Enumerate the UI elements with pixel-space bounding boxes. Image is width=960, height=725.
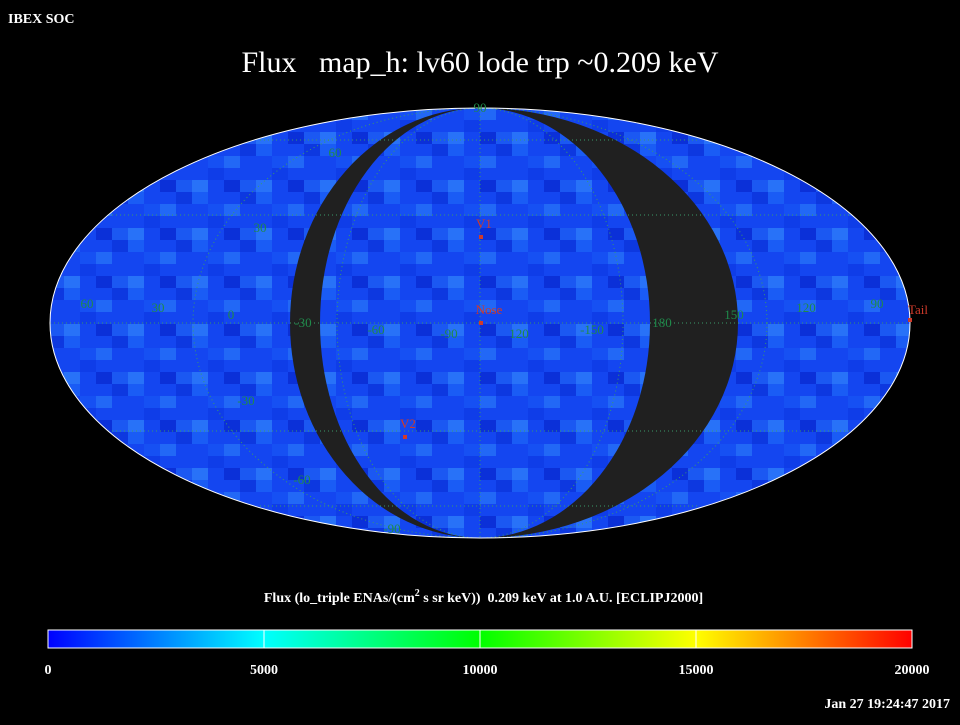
grid-label: 150 — [724, 307, 744, 322]
colorbar-tick-label: 5000 — [250, 663, 278, 678]
grid-label: 90 — [474, 100, 487, 115]
grid-label: -60 — [293, 472, 310, 487]
graticule — [50, 108, 910, 538]
grid-label: 30 — [152, 300, 165, 315]
grid-label: 0 — [228, 307, 235, 322]
no-data-band — [290, 108, 480, 538]
no-data-band — [480, 108, 738, 538]
marker-dot — [403, 435, 407, 439]
marker-label: Nose — [476, 302, 503, 317]
grid-label: 180 — [652, 315, 672, 330]
grid-label: -150 — [580, 322, 604, 337]
grid-label: 60 — [81, 296, 94, 311]
colorbar-ticks: 0 5000 10000 15000 20000 — [45, 630, 930, 678]
label-superscript: 2 — [415, 588, 420, 599]
marker-dot — [479, 321, 483, 325]
timestamp: Jan 27 19:24:47 2017 — [824, 697, 950, 712]
colorbar-tick-label: 10000 — [463, 663, 498, 678]
sky-map — [50, 108, 910, 538]
marker-label: V1 — [476, 216, 492, 231]
map-labels: 90 60 30 -30 -60 -90 60 30 0 -30 -60 -90 120 -150 180 1… — [81, 100, 929, 536]
grid-label: -30 — [294, 315, 311, 330]
grid-label: 120 — [509, 326, 529, 341]
marker-dot — [479, 235, 483, 239]
marker-label: Tail — [908, 302, 928, 317]
grid-label: 120 — [796, 300, 816, 315]
marker-dot — [908, 318, 912, 322]
label-text: Flux (lo_triple ENAs/(cm — [264, 591, 415, 606]
grid-label: 60 — [329, 145, 342, 160]
marker-label: V2 — [400, 416, 416, 431]
grid-label: 90 — [871, 296, 884, 311]
grid-label: 30 — [254, 220, 267, 235]
colorbar-tick-label: 15000 — [679, 663, 714, 678]
grid-label: -60 — [367, 322, 384, 337]
app-title: IBEX SOC — [8, 12, 75, 27]
map-outline — [49, 107, 911, 539]
label-text: s sr keV)) 0.209 keV at 1.0 A.U. [ECLIPJ… — [420, 591, 703, 606]
colorbar-label: Flux (lo_triple ENAs/(cm2 s sr keV)) 0.2… — [246, 588, 713, 606]
colorbar-tick-label: 0 — [45, 663, 52, 678]
grid-label: -90 — [440, 326, 457, 341]
grid-label: -90 — [383, 521, 400, 536]
grid-label: -30 — [237, 393, 254, 408]
map-title: Flux map_h: lv60 lode trp ~0.209 keV — [241, 46, 718, 79]
colorbar-tick-label: 20000 — [895, 663, 930, 678]
